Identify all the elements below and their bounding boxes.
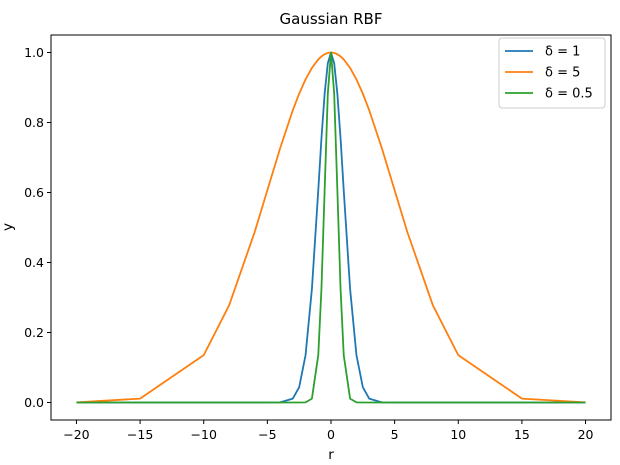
chart-title: Gaussian RBF	[280, 10, 383, 28]
x-tick-label: 0	[327, 427, 335, 442]
y-tick-label: 0.4	[24, 255, 44, 270]
x-tick-label: 15	[514, 427, 530, 442]
y-tick-label: 0.6	[24, 185, 44, 200]
legend-label-3: δ = 0.5	[545, 87, 593, 102]
x-axis-ticks: −20 −15 −10 −5 0 5 10 15 20	[63, 420, 594, 442]
x-tick-label: −5	[258, 427, 276, 442]
legend-label-1: δ = 1	[545, 45, 580, 60]
series-line-3	[76, 51, 586, 404]
legend: δ = 1 δ = 5 δ = 0.5	[498, 37, 606, 109]
legend-label-2: δ = 5	[545, 66, 580, 81]
series-layer	[76, 51, 586, 404]
y-tick-label: 0.2	[24, 325, 44, 340]
y-tick-label: 1.0	[24, 45, 44, 60]
x-tick-label: 20	[578, 427, 594, 442]
x-tick-label: −20	[63, 427, 89, 442]
x-tick-label: −10	[191, 427, 217, 442]
y-axis-ticks: 0.0 0.2 0.4 0.6 0.8 1.0	[24, 45, 51, 410]
legend-box	[498, 37, 606, 109]
x-tick-label: −15	[127, 427, 153, 442]
y-tick-label: 0.8	[24, 115, 44, 130]
y-axis-label: y	[0, 223, 16, 231]
x-axis-label: r	[328, 447, 334, 463]
x-tick-label: 10	[450, 427, 466, 442]
y-tick-label: 0.0	[24, 395, 44, 410]
x-tick-label: 5	[391, 427, 399, 442]
